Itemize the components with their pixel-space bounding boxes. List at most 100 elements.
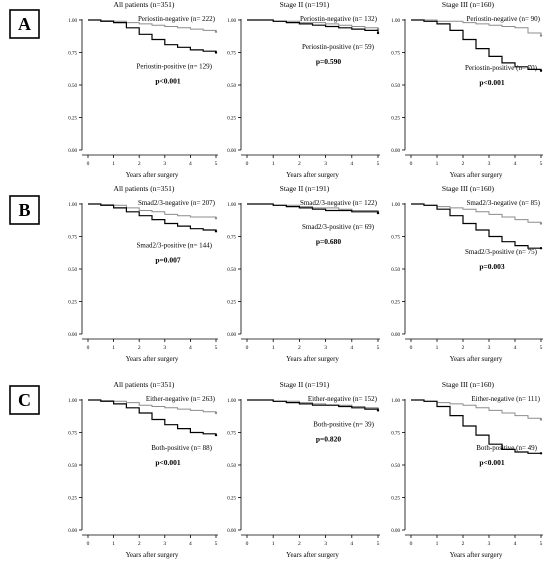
- p-value: p<0.001: [155, 77, 181, 86]
- y-tick-label: 1.00: [68, 399, 77, 404]
- x-tick-label: 5: [540, 541, 543, 547]
- x-tick-label: 5: [377, 345, 380, 351]
- x-tick-label: 5: [215, 161, 218, 167]
- lower-curve-label: Both-positive (n= 39): [313, 420, 374, 428]
- p-value: p=0.820: [316, 434, 342, 443]
- upper-curve-label: Either-negative (n= 152): [308, 395, 378, 403]
- upper-curve-label: Either-negative (n= 111): [471, 395, 540, 403]
- x-tick-label: 2: [138, 541, 141, 547]
- curve-end-point: [214, 230, 218, 233]
- y-tick-label: 0.00: [227, 333, 236, 338]
- x-axis-label: Years after surgery: [126, 171, 179, 179]
- p-value: p=0.003: [479, 262, 505, 271]
- upper-curve-label: Smad2/3-negative (n= 85): [466, 199, 540, 207]
- x-axis-label: Years after surgery: [126, 355, 179, 363]
- row-label-box: [9, 9, 40, 39]
- p-value: p<0.001: [479, 458, 505, 467]
- y-tick-label: 0.50: [68, 464, 77, 469]
- curve-end-point: [376, 31, 380, 35]
- panel-title: All patients (n=351): [114, 380, 175, 389]
- y-tick-label: 0.50: [68, 268, 77, 273]
- x-axis-label: Years after surgery: [126, 551, 179, 559]
- x-tick-label: 0: [246, 161, 249, 167]
- y-tick-label: 0.25: [227, 497, 236, 502]
- panel-title: Stage III (n=160): [442, 184, 495, 193]
- panel-title: Stage III (n=160): [442, 380, 495, 389]
- x-tick-label: 4: [189, 541, 192, 547]
- p-value: p=0.007: [155, 255, 181, 264]
- y-tick-label: 0.50: [391, 84, 400, 89]
- curve-end-point: [539, 452, 543, 455]
- upper-curve-label: Periostin-negative (n= 222): [138, 15, 216, 23]
- panel-title: Stage II (n=191): [280, 380, 330, 389]
- curve-end-point: [376, 27, 380, 31]
- y-tick-label: 0.00: [68, 529, 77, 534]
- x-tick-label: 2: [138, 161, 141, 167]
- y-tick-label: 0.75: [227, 52, 236, 57]
- x-tick-label: 5: [377, 161, 380, 167]
- y-tick-label: 0.25: [391, 301, 400, 306]
- x-tick-label: 0: [246, 345, 249, 351]
- x-tick-label: 2: [462, 541, 465, 547]
- y-tick-label: 0.75: [227, 432, 236, 437]
- curve-end-point: [214, 30, 218, 33]
- survival-curve: [88, 399, 217, 436]
- curve-end-point: [376, 409, 380, 412]
- y-tick-label: 0.75: [68, 432, 77, 437]
- figure-row: B All patients (n=351) 0.00 0.25 0.50 0.75 1.0…: [9, 184, 543, 363]
- row-label: A: [18, 14, 31, 34]
- y-tick-label: 0.50: [227, 464, 236, 469]
- p-value: p=0.590: [316, 57, 342, 66]
- km-panel: Stage II (n=191) 0.00 0.25 0.50 0.75 1.00 0 1 2 3…: [227, 380, 380, 559]
- x-tick-label: 4: [189, 161, 192, 167]
- y-tick-label: 0.50: [391, 464, 400, 469]
- y-tick-label: 0.75: [68, 236, 77, 241]
- km-panel: Stage III (n=160) 0.00 0.25 0.50 0.75 1.00 0 1 2…: [391, 184, 543, 363]
- x-tick-label: 1: [272, 541, 275, 547]
- y-tick-label: 1.00: [68, 203, 77, 208]
- x-tick-label: 4: [514, 345, 517, 351]
- y-tick-label: 1.00: [227, 19, 236, 24]
- lower-curve-label: Both-positive (n= 88): [151, 444, 212, 452]
- x-tick-label: 0: [410, 541, 413, 547]
- y-tick-label: 0.50: [68, 84, 77, 89]
- x-tick-label: 0: [410, 161, 413, 167]
- curve-end-point: [539, 247, 543, 250]
- x-tick-label: 3: [324, 541, 327, 547]
- lower-curve-label: Smad2/3-positive (n= 69): [302, 223, 375, 231]
- p-value: p=0.680: [316, 237, 342, 246]
- survival-curve: [247, 399, 379, 411]
- y-tick-label: 1.00: [391, 19, 400, 24]
- y-tick-label: 0.00: [68, 149, 77, 154]
- x-tick-label: 1: [436, 541, 439, 547]
- curve-end-point: [539, 69, 543, 72]
- x-tick-label: 0: [87, 541, 90, 547]
- curve-end-point: [214, 411, 218, 415]
- x-tick-label: 5: [215, 541, 218, 547]
- x-tick-label: 3: [488, 541, 491, 547]
- km-panel: All patients (n=351) 0.00 0.25 0.50 0.75 1.00…: [68, 0, 218, 179]
- panel-title: Stage III (n=160): [442, 0, 495, 9]
- x-tick-label: 5: [377, 541, 380, 547]
- km-panel: Stage III (n=160) 0.00 0.25 0.50 0.75 1.00 0 1 2…: [391, 380, 543, 559]
- panel-title: Stage II (n=191): [280, 0, 330, 9]
- curve-end-point: [539, 222, 543, 225]
- curve-end-point: [214, 217, 218, 220]
- lower-curve-label: Smad2/3-positive (n= 75): [465, 248, 538, 256]
- x-tick-label: 4: [350, 541, 353, 547]
- x-tick-label: 3: [163, 345, 166, 351]
- x-tick-label: 4: [350, 161, 353, 167]
- y-tick-label: 0.00: [391, 529, 400, 534]
- y-tick-label: 0.25: [391, 497, 400, 502]
- x-tick-label: 1: [272, 161, 275, 167]
- x-tick-label: 2: [298, 541, 301, 547]
- x-axis-label: Years after surgery: [450, 171, 503, 179]
- y-tick-label: 1.00: [227, 203, 236, 208]
- y-tick-label: 0.75: [391, 52, 400, 57]
- km-panel: All patients (n=351) 0.00 0.25 0.50 0.75 1.00…: [68, 380, 218, 559]
- x-tick-label: 0: [87, 161, 90, 167]
- y-tick-label: 0.75: [391, 432, 400, 437]
- curve-end-point: [376, 211, 380, 215]
- panel-title: All patients (n=351): [114, 184, 175, 193]
